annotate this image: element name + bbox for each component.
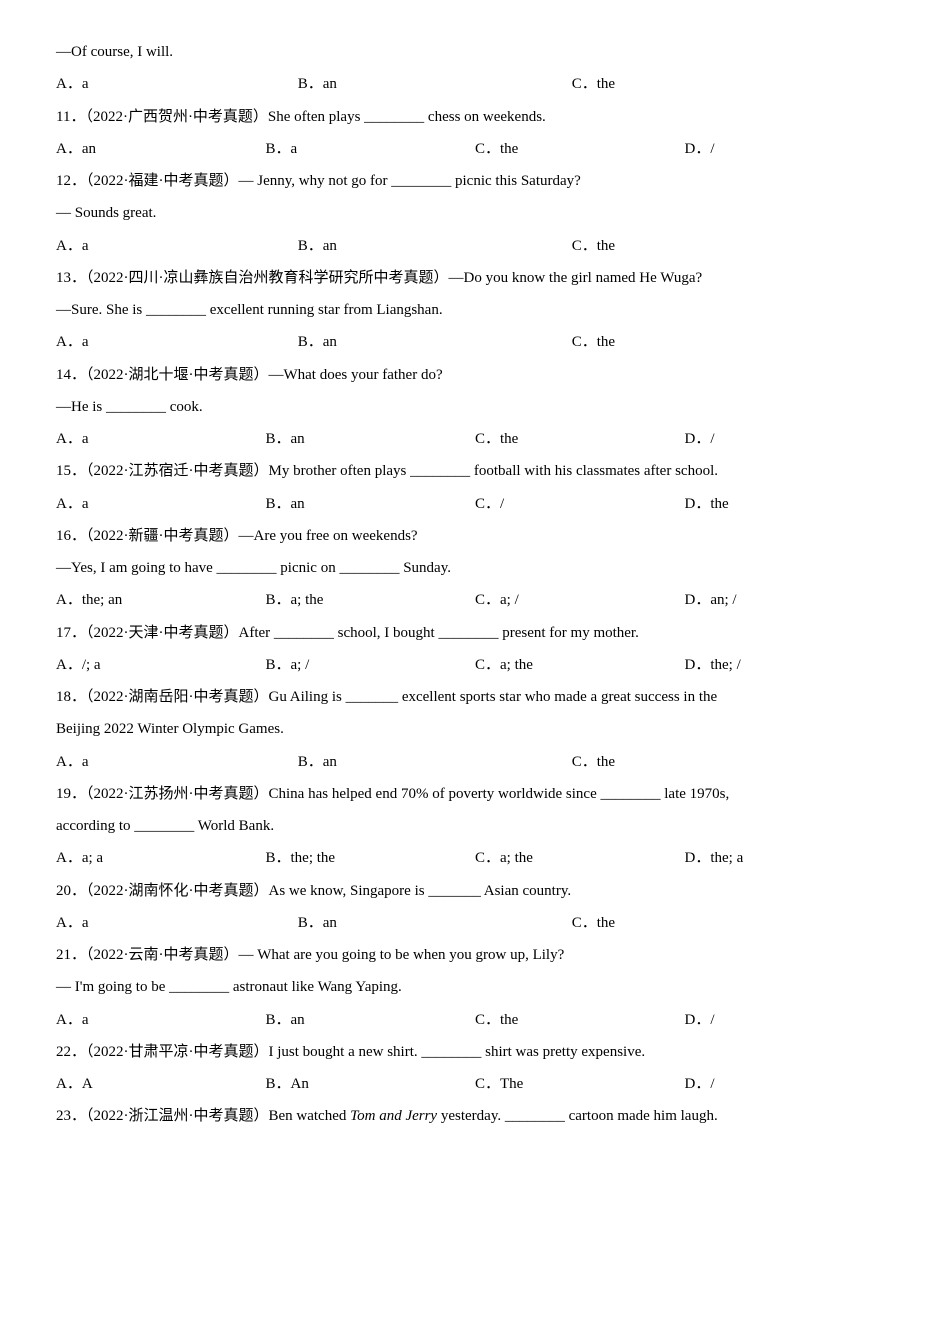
q21-stem: 21．（2022·云南·中考真题）— What are you going to… — [56, 939, 894, 971]
q17-opt-d: D．the; / — [685, 649, 895, 681]
q11-opt-a: A．an — [56, 133, 266, 165]
q19-stem: 19．（2022·江苏扬州·中考真题）China has helped end … — [56, 778, 894, 810]
q13-opt-c: C．the — [572, 326, 894, 358]
q23-stem-italic: Tom and Jerry — [350, 1108, 437, 1124]
q12-opt-a: A．a — [56, 230, 298, 262]
q19-stem-line2: according to ________ World Bank. — [56, 810, 894, 842]
q16-options: A．the; an B．a; the C．a; / D．an; / — [56, 584, 894, 616]
q15-opt-c: C．/ — [475, 488, 685, 520]
q20-opt-c: C．the — [572, 907, 894, 939]
q11-opt-c: C．the — [475, 133, 685, 165]
q14-opt-c: C．the — [475, 423, 685, 455]
q22-stem: 22．（2022·甘肃平凉·中考真题）I just bought a new s… — [56, 1036, 894, 1068]
q18-stem: 18．（2022·湖南岳阳·中考真题）Gu Ailing is _______ … — [56, 681, 894, 713]
q15-stem: 15．（2022·江苏宿迁·中考真题）My brother often play… — [56, 455, 894, 487]
q18-opt-a: A．a — [56, 746, 298, 778]
q16-opt-c: C．a; / — [475, 584, 685, 616]
q21-stem-line2: — I'm going to be ________ astronaut lik… — [56, 971, 894, 1003]
q20-options: A．a B．an C．the — [56, 907, 894, 939]
q15-options: A．a B．an C．/ D．the — [56, 488, 894, 520]
q21-options: A．a B．an C．the D．/ — [56, 1004, 894, 1036]
q11-options: A．an B．a C．the D．/ — [56, 133, 894, 165]
q13-options: A．a B．an C．the — [56, 326, 894, 358]
q16-opt-a: A．the; an — [56, 584, 266, 616]
q13-stem: 13．（2022·四川·凉山彝族自治州教育科学研究所中考真题）—Do you k… — [56, 262, 894, 294]
q21-opt-c: C．the — [475, 1004, 685, 1036]
q16-opt-d: D．an; / — [685, 584, 895, 616]
q14-options: A．a B．an C．the D．/ — [56, 423, 894, 455]
q10-opt-b: B．an — [298, 68, 572, 100]
q19-opt-d: D．the; a — [685, 842, 895, 874]
q23-stem-part-b: yesterday. ________ cartoon made him lau… — [437, 1108, 718, 1124]
q18-options: A．a B．an C．the — [56, 746, 894, 778]
q12-stem: 12．（2022·福建·中考真题）— Jenny, why not go for… — [56, 165, 894, 197]
q14-stem: 14．（2022·湖北十堰·中考真题）—What does your fathe… — [56, 359, 894, 391]
q12-stem-line2: — Sounds great. — [56, 197, 894, 229]
q14-opt-b: B．an — [266, 423, 476, 455]
q17-opt-b: B．a; / — [266, 649, 476, 681]
q19-opt-a: A．a; a — [56, 842, 266, 874]
q10-opt-a: A．a — [56, 68, 298, 100]
q15-opt-d: D．the — [685, 488, 895, 520]
q10-options: A．a B．an C．the — [56, 68, 894, 100]
q10-opt-c: C．the — [572, 68, 894, 100]
q16-stem-line2: —Yes, I am going to have ________ picnic… — [56, 552, 894, 584]
q15-opt-a: A．a — [56, 488, 266, 520]
q12-options: A．a B．an C．the — [56, 230, 894, 262]
q22-opt-d: D．/ — [685, 1068, 895, 1100]
q19-opt-b: B．the; the — [266, 842, 476, 874]
q11-opt-d: D．/ — [685, 133, 895, 165]
q22-opt-b: B．An — [266, 1068, 476, 1100]
q11-opt-b: B．a — [266, 133, 476, 165]
q16-stem: 16．（2022·新疆·中考真题）—Are you free on weeken… — [56, 520, 894, 552]
q14-opt-d: D．/ — [685, 423, 895, 455]
q23-stem-part-a: 23．（2022·浙江温州·中考真题）Ben watched — [56, 1108, 350, 1124]
q22-opt-c: C．The — [475, 1068, 685, 1100]
q21-opt-b: B．an — [266, 1004, 476, 1036]
q20-stem: 20．（2022·湖南怀化·中考真题）As we know, Singapore… — [56, 875, 894, 907]
q11-stem: 11．（2022·广西贺州·中考真题）She often plays _____… — [56, 101, 894, 133]
q18-opt-c: C．the — [572, 746, 894, 778]
q19-opt-c: C．a; the — [475, 842, 685, 874]
q22-opt-a: A．A — [56, 1068, 266, 1100]
q19-options: A．a; a B．the; the C．a; the D．the; a — [56, 842, 894, 874]
q15-opt-b: B．an — [266, 488, 476, 520]
q23-stem: 23．（2022·浙江温州·中考真题）Ben watched Tom and J… — [56, 1100, 894, 1132]
q13-opt-a: A．a — [56, 326, 298, 358]
q12-opt-b: B．an — [298, 230, 572, 262]
q17-options: A．/; a B．a; / C．a; the D．the; / — [56, 649, 894, 681]
q10-stem-line2: —Of course, I will. — [56, 36, 894, 68]
q17-stem: 17．（2022·天津·中考真题）After ________ school, … — [56, 617, 894, 649]
q22-options: A．A B．An C．The D．/ — [56, 1068, 894, 1100]
q20-opt-a: A．a — [56, 907, 298, 939]
q21-opt-a: A．a — [56, 1004, 266, 1036]
q16-opt-b: B．a; the — [266, 584, 476, 616]
q17-opt-c: C．a; the — [475, 649, 685, 681]
q12-opt-c: C．the — [572, 230, 894, 262]
q21-opt-d: D．/ — [685, 1004, 895, 1036]
q17-opt-a: A．/; a — [56, 649, 266, 681]
q14-stem-line2: —He is ________ cook. — [56, 391, 894, 423]
q13-opt-b: B．an — [298, 326, 572, 358]
q13-stem-line2: —Sure. She is ________ excellent running… — [56, 294, 894, 326]
q20-opt-b: B．an — [298, 907, 572, 939]
q14-opt-a: A．a — [56, 423, 266, 455]
q18-opt-b: B．an — [298, 746, 572, 778]
q18-stem-line2: Beijing 2022 Winter Olympic Games. — [56, 713, 894, 745]
